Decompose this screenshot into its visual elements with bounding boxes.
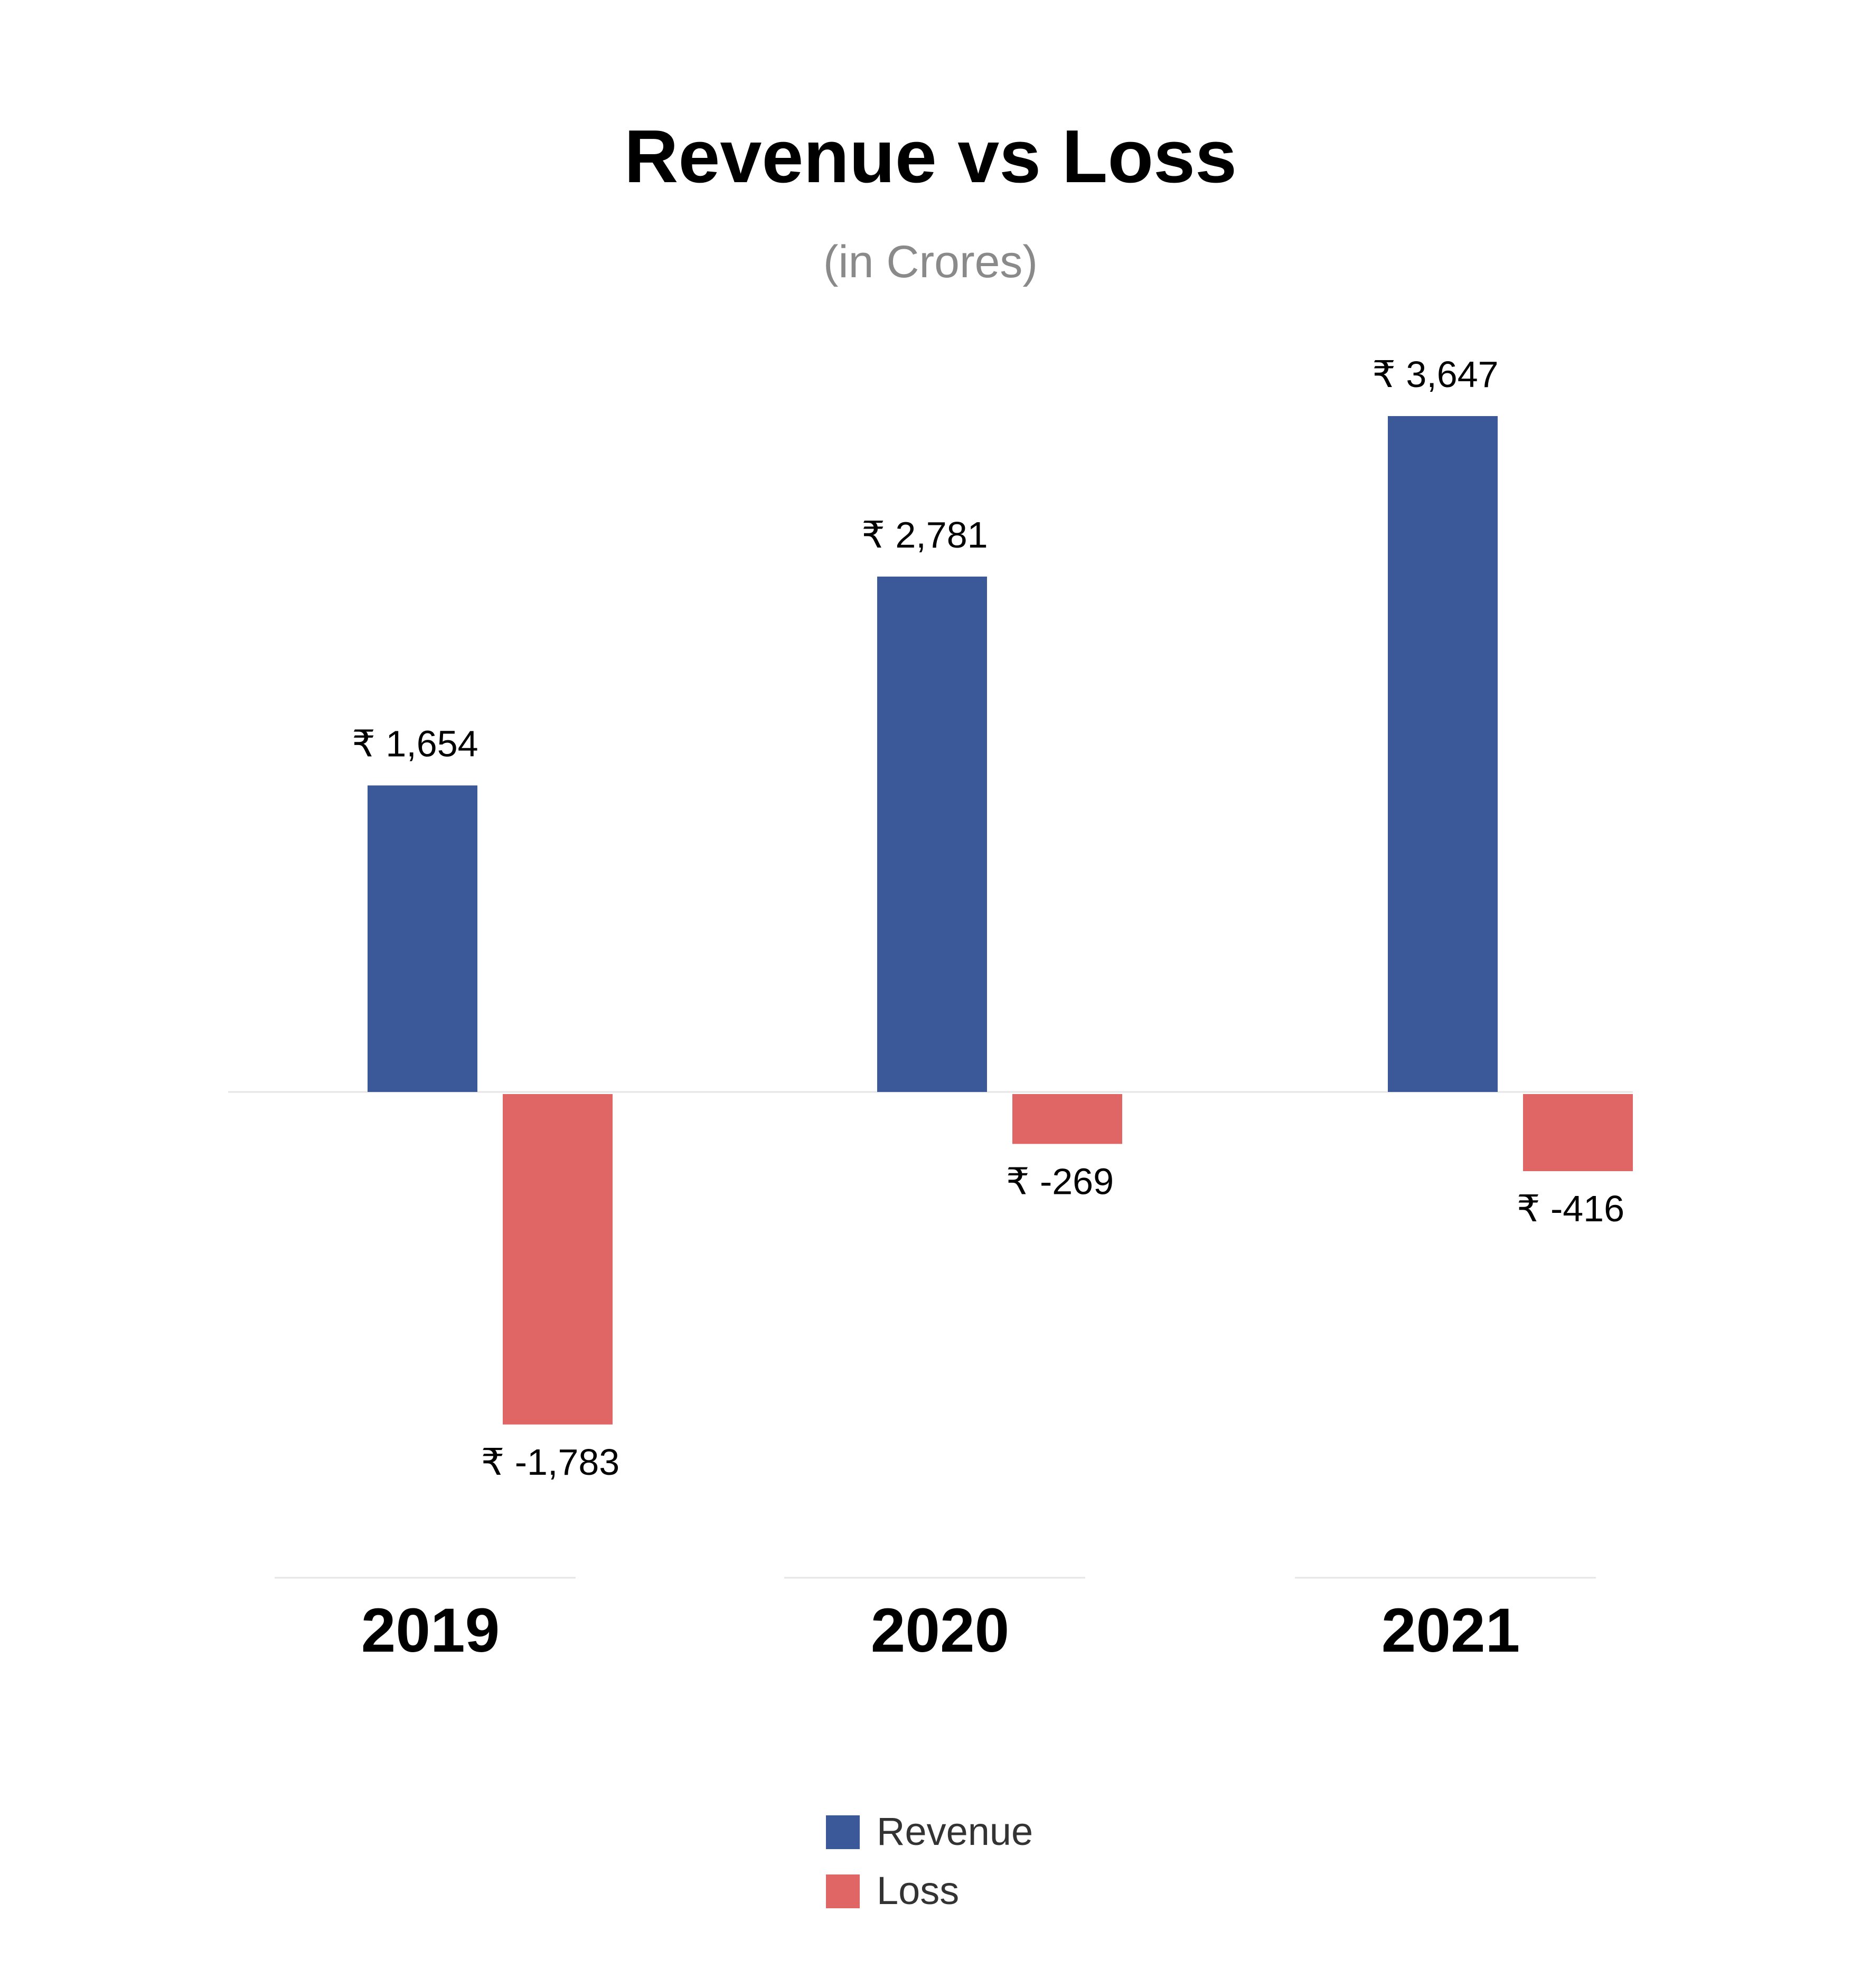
category-label-2021: 2021 (1381, 1596, 1520, 1665)
loss-value-label-2020: ₹ -269 (1006, 1161, 1114, 1202)
chart-title: Revenue vs Loss (624, 115, 1237, 199)
bars-layer (228, 416, 1633, 1425)
loss-bar-2021 (1523, 1094, 1633, 1172)
revenue-bar-2019 (368, 785, 477, 1092)
revenue-value-label-2020: ₹ 2,781 (861, 514, 988, 555)
revenue-value-label-2021: ₹ 3,647 (1372, 354, 1498, 395)
category-axis: 2019 2020 2021 (275, 1577, 1596, 1665)
chart-subtitle: (in Crores) (823, 237, 1038, 287)
loss-value-label-2021: ₹ -416 (1517, 1188, 1624, 1229)
legend-swatch-revenue (826, 1815, 860, 1849)
legend-swatch-loss (826, 1874, 860, 1908)
revenue-bar-2021 (1388, 416, 1498, 1092)
legend: Revenue Loss (826, 1810, 1033, 1912)
value-labels-layer: ₹ 1,654 ₹ 2,781 ₹ 3,647 ₹ -1,783 ₹ -269 ₹ -41… (352, 354, 1624, 1483)
loss-bar-2020 (1012, 1094, 1122, 1144)
category-label-2019: 2019 (361, 1596, 500, 1665)
legend-label-revenue: Revenue (877, 1810, 1033, 1853)
category-label-2020: 2020 (871, 1596, 1010, 1665)
loss-value-label-2019: ₹ -1,783 (481, 1441, 619, 1483)
loss-bar-2019 (503, 1094, 613, 1425)
revenue-value-label-2019: ₹ 1,654 (352, 723, 478, 764)
legend-label-loss: Loss (877, 1869, 959, 1912)
revenue-bar-2020 (877, 576, 987, 1092)
